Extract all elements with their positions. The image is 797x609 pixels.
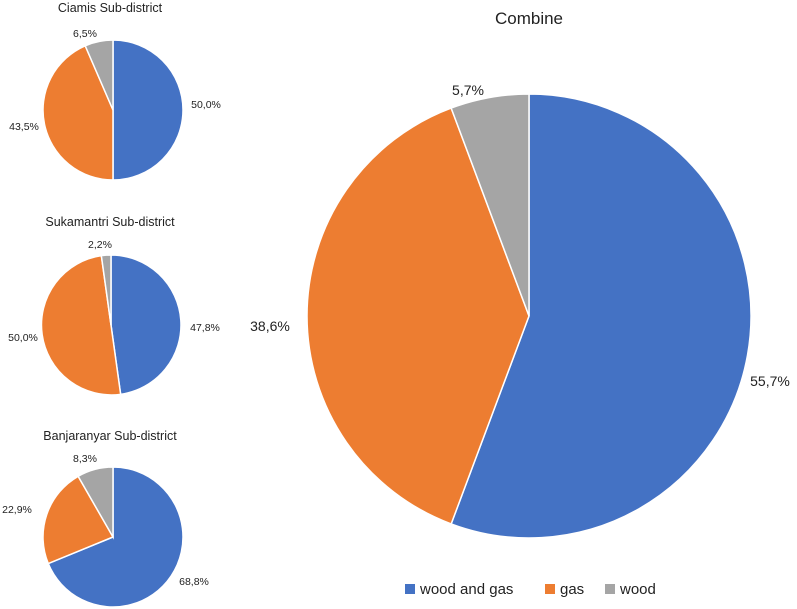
slice-combine-wood — [450, 93, 530, 317]
data-label-ciamis-sub-district-wood: 6,5% — [73, 28, 97, 40]
data-label-sukamantri-sub-district-gas: 50,0% — [8, 332, 38, 344]
legend-item-wood-and-gas: wood and gas — [405, 581, 513, 598]
slice-sukamantri-sub-district-gas — [40, 254, 122, 396]
slice-sukamantri-sub-district-wood-and-gas — [110, 254, 182, 396]
legend-swatch-wood-and-gas — [405, 584, 415, 594]
slice-ciamis-sub-district-gas — [42, 44, 114, 181]
data-label-ciamis-sub-district-wood-and-gas: 50,0% — [191, 99, 221, 111]
legend-label-wood: wood — [619, 581, 656, 598]
slice-banjaranyar-sub-district-wood-and-gas — [47, 466, 184, 608]
legend-item-wood: wood — [605, 581, 656, 598]
data-label-ciamis-sub-district-gas: 43,5% — [9, 121, 39, 133]
legend-swatch-gas — [545, 584, 555, 594]
pie-sukamantri-sub-district: Sukamantri Sub-district 47,8% 50,0% 2,2% — [8, 215, 220, 396]
data-label-combine-gas: 38,6% — [250, 318, 290, 334]
pie-title-sukamantri-sub-district: Sukamantri Sub-district — [45, 215, 175, 229]
data-label-combine-wood: 5,7% — [452, 82, 484, 98]
pie-banjaranyar-sub-district: Banjaranyar Sub-district 68,8% 22,9% 8,3% — [2, 429, 209, 608]
legend-item-gas: gas — [545, 581, 584, 598]
pie-ciamis-sub-district: Ciamis Sub-district 50,0% 43,5% 6,5% — [9, 1, 221, 181]
slice-combine-gas — [306, 107, 530, 525]
legend-label-wood-and-gas: wood and gas — [419, 581, 513, 598]
data-label-combine-wood-and-gas: 55,7% — [750, 373, 790, 389]
slice-ciamis-sub-district-wood — [84, 39, 114, 111]
data-label-sukamantri-sub-district-wood-and-gas: 47,8% — [190, 322, 220, 334]
pie-title-combine: Combine — [495, 9, 563, 28]
slice-combine-wood-and-gas — [450, 93, 752, 539]
data-label-sukamantri-sub-district-wood: 2,2% — [88, 239, 112, 251]
pie-title-banjaranyar-sub-district: Banjaranyar Sub-district — [43, 429, 177, 443]
slice-sukamantri-sub-district-wood — [100, 254, 112, 326]
pie-combine: Combine 55,7% 38,6% 5,7% — [250, 9, 790, 539]
slice-ciamis-sub-district-wood-and-gas — [112, 39, 184, 181]
legend: wood and gas gas wood — [405, 581, 656, 598]
slice-banjaranyar-sub-district-wood — [77, 466, 114, 540]
legend-swatch-wood — [605, 584, 615, 594]
data-label-banjaranyar-sub-district-wood-and-gas: 68,8% — [179, 576, 209, 588]
data-label-banjaranyar-sub-district-wood: 8,3% — [73, 453, 97, 465]
slice-banjaranyar-sub-district-gas — [42, 475, 115, 565]
pie-title-ciamis-sub-district: Ciamis Sub-district — [58, 1, 163, 15]
legend-label-gas: gas — [560, 581, 584, 598]
data-label-banjaranyar-sub-district-gas: 22,9% — [2, 504, 32, 516]
